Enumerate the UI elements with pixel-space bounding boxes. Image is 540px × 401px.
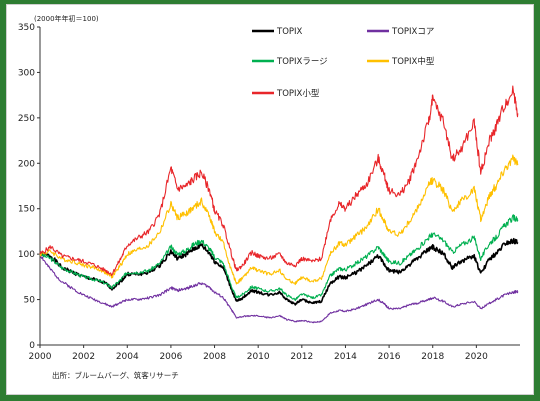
series-line	[39, 85, 519, 277]
chart-panel	[6, 4, 534, 395]
legend-label: TOPIXコア	[391, 27, 434, 37]
y-tick-label: 200	[18, 159, 35, 169]
x-tick-label: 2002	[72, 352, 95, 362]
x-tick-label: 2018	[421, 352, 444, 362]
x-tick-label: 2012	[290, 352, 313, 362]
x-tick-label: 2016	[378, 352, 401, 362]
legend-label: TOPIX	[276, 27, 303, 37]
y-tick-label: 250	[18, 114, 35, 124]
x-tick-label: 2020	[465, 352, 488, 362]
y-tick-label: 0	[29, 341, 35, 351]
series-line	[39, 154, 519, 286]
y-axis: 0 50 100 150 200 250 300 350	[18, 23, 41, 351]
series-line	[39, 253, 519, 324]
x-tick-label: 2006	[159, 352, 182, 362]
series-layer	[39, 85, 519, 324]
x-tick-label: 2000	[29, 352, 52, 362]
y-tick-label: 300	[18, 68, 35, 78]
x-tick-label: 2014	[334, 352, 357, 362]
x-tick-label: 2004	[116, 352, 139, 362]
source-note: 出所：ブルームバーグ、筑客リサーチ	[52, 370, 179, 380]
legend-label: TOPIX小型	[276, 88, 320, 99]
legend-label: TOPIX中型	[391, 56, 435, 67]
y-tick-label: 350	[18, 23, 35, 33]
y-tick-label: 100	[18, 250, 35, 260]
legend: TOPIX TOPIXコア TOPIXラージ TOPIX中型 TOPIX小型	[252, 27, 435, 99]
unit-label: (2000年年初＝100)	[34, 14, 99, 23]
series-line	[39, 214, 519, 302]
legend-label: TOPIXラージ	[276, 57, 328, 67]
x-axis: 2000 2002 2004 2006 2008 2010 2012 2014 2016 2018…	[29, 344, 520, 362]
x-tick-label: 2008	[203, 352, 226, 362]
x-tick-label: 2010	[247, 352, 270, 362]
series-line	[40, 237, 519, 306]
y-tick-label: 150	[18, 205, 35, 215]
y-tick-label: 50	[24, 296, 36, 306]
